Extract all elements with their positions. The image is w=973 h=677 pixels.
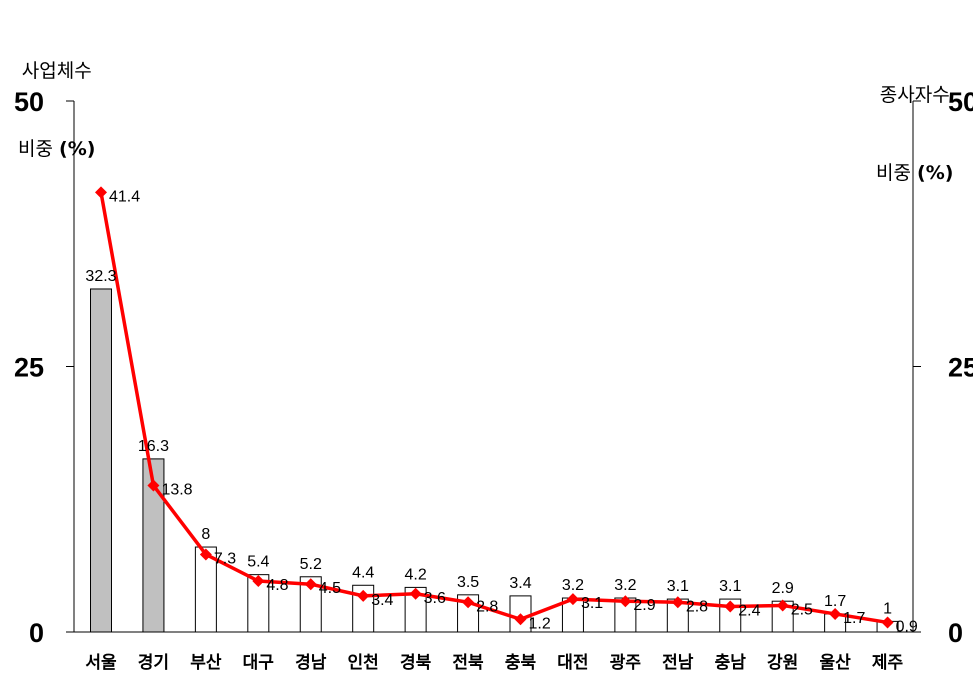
bar-1 (90, 288, 112, 633)
bar-value-label: 3.2 (562, 577, 584, 594)
line-point-1 (95, 186, 107, 199)
right-axis-title-unit: (%) (917, 162, 954, 184)
bar-4 (247, 574, 270, 633)
line-value-label: 2.9 (633, 597, 655, 614)
line-point-6 (357, 589, 370, 602)
x-tick-label: 서울 (85, 653, 117, 673)
right-tick-label: 0 (948, 618, 963, 648)
line-value-label: 13.8 (161, 481, 192, 498)
left-tick-label: 50 (14, 87, 44, 117)
line-point-4 (252, 575, 265, 588)
bar-5 (299, 576, 322, 633)
line-value-label: 7.3 (214, 550, 236, 567)
line-value-label: 0.9 (896, 618, 918, 635)
x-tick-label: 인천 (348, 653, 379, 673)
x-tick-label: 경북 (400, 653, 432, 673)
line-value-label: 2.4 (738, 603, 760, 620)
bar-value-label: 32.3 (85, 268, 116, 285)
right-axis-title-line1: 종사자수 (879, 84, 950, 106)
x-tick-label: 부산 (190, 653, 222, 673)
line-value-label: 2.5 (791, 601, 813, 618)
line-point-14 (776, 599, 789, 612)
line-value-label: 1.2 (529, 615, 551, 632)
line-point-10 (566, 593, 579, 606)
x-tick-label: 전북 (452, 653, 484, 673)
line-value-label: 4.8 (266, 577, 288, 594)
line-point-7 (409, 587, 422, 600)
x-tick-label: 울산 (819, 653, 851, 673)
left-axis-title-unit: (%) (59, 138, 96, 160)
line-group (95, 186, 894, 629)
bar-value-label: 3.1 (667, 578, 689, 595)
line-point-5 (304, 578, 317, 591)
left-axis-title-line1: 사업체수 (21, 60, 92, 82)
x-tick-label: 경기 (138, 653, 169, 673)
line-value-label: 3.1 (581, 595, 603, 612)
left-axis-title-line2: 비중 (%) (18, 136, 95, 162)
bar-value-label: 16.3 (138, 438, 169, 455)
line-value-label: 2.8 (476, 598, 498, 615)
line-point-9 (514, 613, 527, 626)
x-tick-label: 전남 (662, 653, 694, 673)
x-tick-label: 충북 (505, 653, 537, 673)
line-value-label: 1.7 (843, 610, 865, 627)
x-tick-label: 대전 (557, 653, 588, 673)
line-point-15 (829, 607, 842, 620)
line-value-label: 4.5 (319, 580, 341, 597)
left-axis-title: 사업체수 비중 (%) (18, 6, 95, 188)
right-tick-label: 25 (948, 353, 973, 383)
bar-value-label: 1.7 (824, 593, 846, 610)
line-series-path (99, 192, 888, 625)
left-tick-label: 25 (14, 353, 44, 383)
bar-value-label: 3.1 (719, 578, 741, 595)
line-point-12 (671, 596, 684, 609)
line-point-8 (462, 596, 475, 609)
bar-value-label: 8 (201, 526, 210, 543)
bar-value-label: 2.9 (772, 580, 794, 597)
line-point-3 (199, 548, 212, 561)
line-value-label: 3.6 (424, 590, 446, 607)
bar-value-label: 3.5 (457, 574, 479, 591)
bar-value-label: 3.4 (509, 575, 531, 592)
bar-3 (194, 546, 217, 633)
left-axis-title-word: 비중 (18, 138, 53, 160)
line-value-label: 41.4 (109, 188, 140, 205)
right-axis-title-line2: 비중 (%) (876, 160, 953, 186)
x-tick-label: 광주 (610, 653, 642, 673)
line-value-label: 3.4 (371, 592, 393, 609)
right-tick-label: 50 (948, 87, 973, 117)
line-value-label: 2.8 (686, 598, 708, 615)
right-axis-title-word: 비중 (876, 162, 911, 184)
x-tick-label: 경남 (295, 653, 327, 673)
x-tick-label: 제주 (872, 653, 904, 673)
line-point-13 (724, 600, 737, 613)
line-point-11 (619, 595, 632, 608)
bar-value-label: 3.2 (614, 577, 636, 594)
bar-value-label: 1 (883, 600, 892, 617)
right-axis-title: 종사자수 비중 (%) (876, 30, 953, 212)
labels-group: 32.316.385.4 5.2 4.4 4.2 3.5 3.4 3.2 3.2 3.1 3.1 2… (85, 188, 918, 673)
line-point-16 (881, 616, 894, 629)
bars-group (90, 288, 899, 633)
bar-7 (404, 586, 427, 633)
x-tick-label: 대구 (243, 653, 275, 673)
line-point-2 (147, 479, 160, 492)
x-tick-label: 강원 (767, 653, 798, 673)
x-tick-label: 충남 (715, 653, 747, 673)
bar-value-label: 5.2 (300, 556, 322, 573)
bar-value-label: 4.4 (352, 564, 374, 581)
bar-value-label: 4.2 (405, 566, 427, 583)
bar-value-label: 5.4 (247, 554, 269, 571)
bar-2 (142, 458, 165, 633)
left-tick-label: 0 (29, 618, 44, 648)
